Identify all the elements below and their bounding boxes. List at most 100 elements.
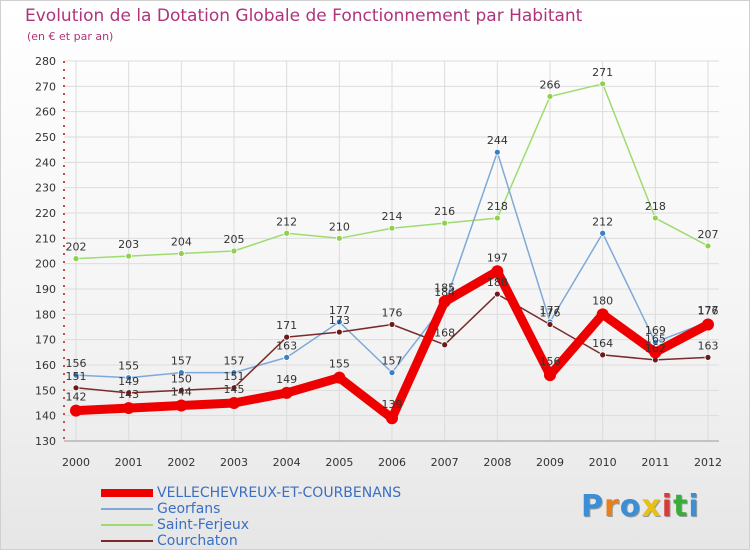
data-label: 197 bbox=[487, 251, 508, 264]
y-tick-label: 250 bbox=[35, 131, 56, 144]
data-label: 176 bbox=[382, 306, 403, 319]
data-point bbox=[177, 386, 185, 394]
y-tick-label: 180 bbox=[35, 308, 56, 321]
data-label: 163 bbox=[698, 339, 719, 352]
data-point bbox=[493, 214, 501, 222]
legend-label: Courchaton bbox=[157, 533, 238, 549]
data-point bbox=[388, 369, 396, 377]
x-tick-label: 2003 bbox=[220, 456, 248, 469]
legend-swatch bbox=[101, 489, 153, 497]
data-label: 205 bbox=[224, 233, 245, 246]
data-label: 204 bbox=[171, 236, 192, 249]
data-point bbox=[283, 353, 291, 361]
data-point bbox=[546, 321, 554, 328]
data-label: 156 bbox=[66, 357, 87, 370]
data-label: 207 bbox=[698, 228, 719, 241]
data-point bbox=[335, 234, 343, 242]
y-tick-label: 130 bbox=[35, 435, 56, 448]
data-label: 188 bbox=[487, 276, 508, 289]
data-point bbox=[493, 290, 501, 298]
data-label: 157 bbox=[224, 355, 245, 368]
data-point bbox=[596, 308, 609, 321]
data-point bbox=[649, 346, 662, 359]
data-label: 157 bbox=[382, 355, 403, 368]
data-label: 214 bbox=[382, 210, 403, 223]
x-tick-label: 2008 bbox=[483, 456, 511, 469]
data-point bbox=[335, 318, 343, 326]
data-point bbox=[280, 386, 293, 399]
chart-subtitle: (en € et par an) bbox=[27, 30, 114, 43]
data-label: 184 bbox=[434, 286, 455, 299]
data-point bbox=[72, 255, 80, 263]
data-label: 155 bbox=[329, 358, 350, 371]
data-label: 143 bbox=[118, 388, 139, 401]
data-label: 176 bbox=[698, 304, 719, 317]
data-point bbox=[704, 353, 712, 361]
x-tick-label: 2011 bbox=[641, 456, 669, 469]
data-point bbox=[704, 242, 712, 250]
data-point bbox=[333, 371, 346, 384]
data-label: 163 bbox=[276, 339, 297, 352]
data-label: 151 bbox=[224, 370, 245, 383]
data-label: 266 bbox=[540, 78, 561, 91]
data-label: 150 bbox=[171, 372, 192, 385]
data-point bbox=[177, 369, 185, 377]
data-label: 177 bbox=[540, 304, 561, 317]
data-point bbox=[125, 252, 133, 260]
y-tick-label: 270 bbox=[35, 80, 56, 93]
data-label: 139 bbox=[382, 398, 403, 411]
data-point bbox=[491, 265, 504, 278]
x-tick-label: 2002 bbox=[167, 456, 195, 469]
proxiti-logo: Proxiti bbox=[581, 489, 700, 524]
data-label: 210 bbox=[329, 220, 350, 233]
data-label: 185 bbox=[434, 282, 455, 295]
data-label: 271 bbox=[592, 66, 613, 79]
legend-swatch bbox=[101, 508, 153, 510]
legend-swatch bbox=[101, 540, 153, 542]
data-point bbox=[493, 148, 501, 156]
data-label: 157 bbox=[171, 355, 192, 368]
x-tick-label: 2007 bbox=[431, 456, 459, 469]
data-point bbox=[228, 397, 240, 409]
data-label: 177 bbox=[329, 304, 350, 317]
x-tick-label: 2012 bbox=[694, 456, 722, 469]
data-label: 149 bbox=[118, 375, 139, 388]
data-point bbox=[72, 371, 80, 379]
data-label: 142 bbox=[66, 391, 87, 404]
chart-title: Evolution de la Dotation Globale de Fonc… bbox=[25, 6, 583, 26]
data-point bbox=[70, 404, 82, 417]
legend-swatch bbox=[101, 524, 153, 526]
data-label: 177 bbox=[698, 304, 719, 317]
data-label: 165 bbox=[645, 332, 666, 345]
data-point bbox=[599, 351, 607, 359]
x-tick-label: 2001 bbox=[115, 456, 143, 469]
data-point bbox=[599, 229, 607, 237]
data-point bbox=[122, 402, 135, 415]
data-label: 162 bbox=[645, 342, 666, 355]
data-point bbox=[441, 341, 449, 349]
data-point bbox=[125, 374, 133, 382]
data-label: 145 bbox=[224, 383, 245, 396]
data-point bbox=[335, 328, 343, 336]
y-tick-label: 240 bbox=[35, 156, 56, 169]
x-tick-label: 2004 bbox=[273, 456, 301, 469]
legend-label: Georfans bbox=[157, 501, 221, 517]
y-tick-label: 160 bbox=[35, 359, 56, 372]
data-label: 180 bbox=[592, 294, 613, 307]
data-point bbox=[175, 399, 188, 412]
data-point bbox=[72, 384, 80, 392]
data-label: 244 bbox=[487, 134, 508, 147]
y-tick-label: 260 bbox=[35, 106, 56, 119]
y-tick-label: 170 bbox=[35, 334, 56, 347]
data-label: 212 bbox=[592, 215, 613, 228]
y-tick-label: 200 bbox=[35, 258, 56, 271]
data-point bbox=[388, 321, 396, 328]
data-label: 151 bbox=[66, 370, 87, 383]
y-tick-label: 210 bbox=[35, 232, 56, 245]
data-label: 156 bbox=[540, 355, 561, 368]
data-point bbox=[283, 333, 291, 341]
data-point bbox=[651, 214, 659, 222]
data-label: 203 bbox=[118, 238, 139, 251]
data-label: 168 bbox=[434, 327, 455, 340]
